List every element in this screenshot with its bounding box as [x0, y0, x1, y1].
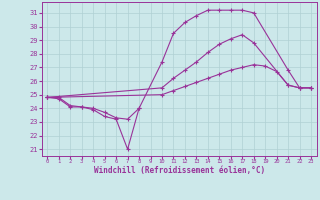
X-axis label: Windchill (Refroidissement éolien,°C): Windchill (Refroidissement éolien,°C): [94, 166, 265, 175]
